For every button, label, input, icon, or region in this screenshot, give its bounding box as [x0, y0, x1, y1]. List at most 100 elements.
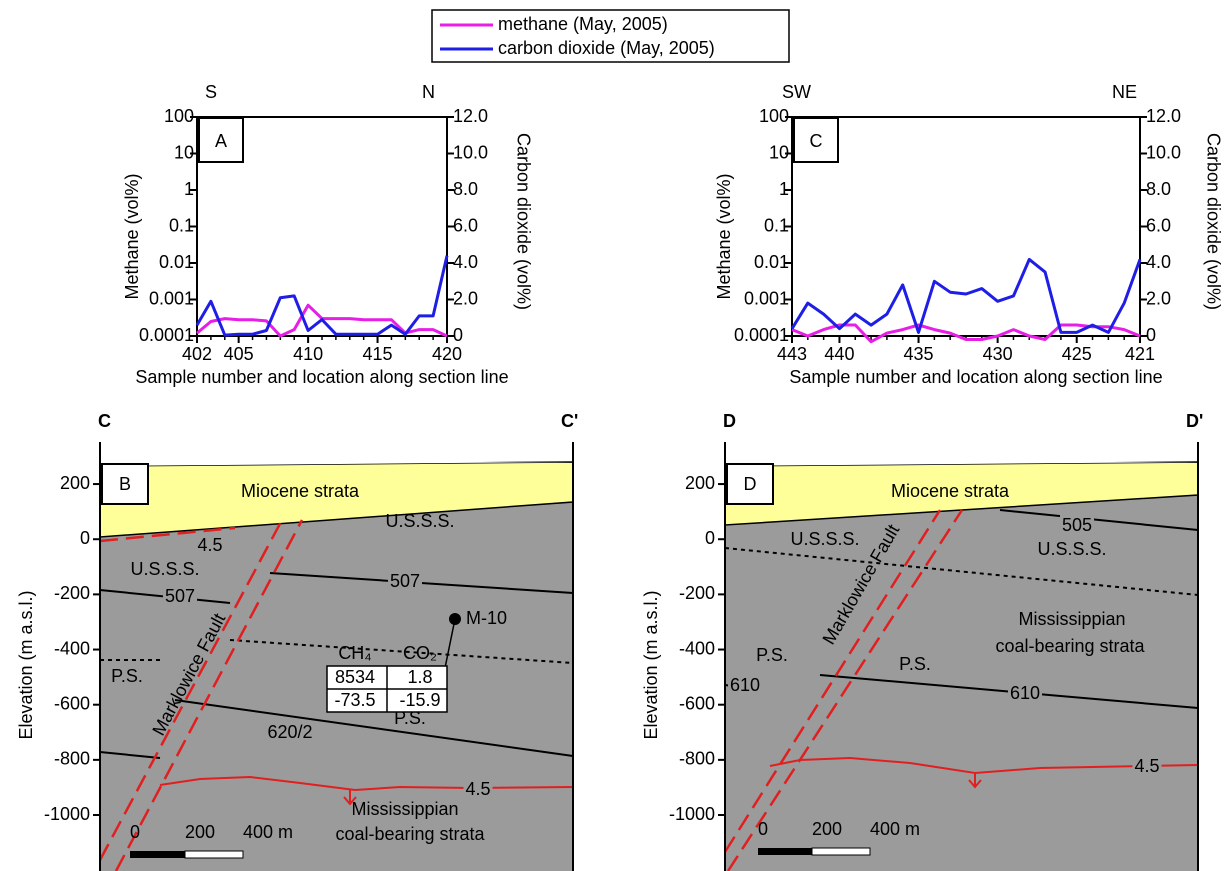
well-label: M-10	[466, 608, 507, 628]
above-ground	[725, 462, 1198, 466]
y2-tick-label: 4.0	[453, 252, 478, 272]
scale-bar-label: 0	[130, 822, 140, 842]
y-tick-label: 0.001	[744, 288, 789, 308]
scale-bar-black	[130, 851, 185, 858]
x-tick-label: 443	[777, 344, 807, 364]
y-tick-label: -400	[679, 638, 715, 658]
y2-tick-label: 6.0	[1146, 215, 1171, 235]
x-tick-label: 410	[293, 344, 323, 364]
isoline	[159, 775, 574, 792]
above-ground	[100, 462, 573, 466]
fault-line	[723, 509, 942, 853]
section-label: 507	[165, 586, 195, 606]
table-header: CH₄	[338, 643, 371, 663]
plot-frame	[791, 116, 1141, 337]
section-label: 4.5	[465, 779, 490, 799]
section-label: Mississippian	[351, 799, 458, 819]
section-label: U.S.S.S.	[130, 559, 199, 579]
section-label: P.S.	[111, 666, 143, 686]
panel-letter: D	[744, 474, 757, 494]
x-tick-label: 415	[363, 344, 393, 364]
section-end-label: C'	[561, 411, 578, 431]
section-label: 4.5	[197, 535, 222, 555]
y-tick-label: 200	[60, 473, 90, 493]
y-axis-label: Elevation (m a.s.l.)	[641, 590, 661, 739]
section-label: U.S.S.S.	[385, 511, 454, 531]
legend-label: methane (May, 2005)	[498, 14, 668, 34]
y2-tick-label: 10.0	[1146, 142, 1181, 162]
direction-label: SW	[782, 82, 811, 102]
data-line	[790, 257, 1142, 334]
y-tick-label: 0.1	[169, 215, 194, 235]
y-tick-label: 0.01	[754, 252, 789, 272]
panel-letter-box	[198, 117, 244, 163]
y-tick-label: 100	[164, 106, 194, 126]
well-line	[444, 618, 456, 669]
fault-line	[726, 509, 964, 871]
x-tick-label: 430	[983, 344, 1013, 364]
y-tick-label: 0.0001	[139, 325, 194, 345]
horizon-line	[99, 751, 161, 759]
label-background	[162, 585, 198, 606]
section-rock	[725, 462, 1198, 871]
section-label: Mississippian	[1018, 609, 1125, 629]
y-tick-label: 0	[705, 528, 715, 548]
boundary-line	[229, 639, 574, 664]
section-label: coal-bearing strata	[995, 636, 1145, 656]
y2-axis-label: Carbon dioxide (vol%)	[1203, 133, 1223, 310]
scale-bar-white	[184, 850, 244, 859]
isoline-arrow	[968, 773, 982, 789]
section-label: coal-bearing strata	[335, 824, 485, 844]
scale-bar-label: 200	[812, 819, 842, 839]
x-axis-label: Sample number and location along section…	[135, 367, 508, 387]
y-tick-label: 1	[184, 179, 194, 199]
horizon-line	[174, 699, 574, 757]
panel-letter: C	[810, 131, 823, 151]
y-tick-label: -400	[54, 638, 90, 658]
scale-bar-label: 0	[758, 819, 768, 839]
fault-line	[99, 526, 236, 543]
y2-tick-label: 2.0	[1146, 288, 1171, 308]
x-axis-label: Sample number and location along section…	[789, 367, 1162, 387]
y-tick-label: -800	[54, 749, 90, 769]
y2-tick-label: 4.0	[1146, 252, 1171, 272]
legend-box	[431, 9, 790, 63]
table-cell: 8534	[335, 667, 375, 687]
data-line	[791, 323, 1141, 344]
y-axis-label: Methane (vol%)	[714, 173, 734, 299]
section-label: U.S.S.S.	[1037, 539, 1106, 559]
scale-bar-label: 400 m	[243, 822, 293, 842]
y-tick-label: 100	[759, 106, 789, 126]
panel-letter: A	[215, 131, 227, 151]
panel-letter: B	[119, 474, 131, 494]
direction-label: N	[422, 82, 435, 102]
y-tick-label: 10	[174, 142, 194, 162]
x-tick-label: 420	[432, 344, 462, 364]
table-cell: -73.5	[334, 690, 375, 710]
section-label: U.S.S.S.	[790, 529, 859, 549]
section-label: 620/2	[267, 722, 312, 742]
data-line	[195, 255, 449, 337]
section-label: Miocene strata	[241, 481, 360, 501]
panel-letter-box	[101, 463, 149, 505]
x-tick-label: 405	[224, 344, 254, 364]
y-axis-label: Elevation (m a.s.l.)	[16, 590, 36, 739]
scale-bar-black	[758, 848, 812, 855]
direction-label: NE	[1112, 82, 1137, 102]
y-tick-label: -1000	[669, 804, 715, 824]
legend: methane (May, 2005) carbon dioxide (May, …	[431, 9, 790, 63]
y-tick-label: 0.1	[764, 215, 789, 235]
table-header: CO₂	[403, 643, 437, 663]
panel-letter-box	[726, 463, 774, 505]
x-tick-label: 435	[904, 344, 934, 364]
x-tick-label: 425	[1062, 344, 1092, 364]
table-cell: -15.9	[399, 690, 440, 710]
y-tick-label: 200	[685, 473, 715, 493]
x-tick-label: 440	[824, 344, 854, 364]
y2-tick-label: 8.0	[1146, 179, 1171, 199]
y2-tick-label: 0	[1146, 325, 1156, 345]
table-cell: 1.8	[407, 667, 432, 687]
y-tick-label: 10	[769, 142, 789, 162]
